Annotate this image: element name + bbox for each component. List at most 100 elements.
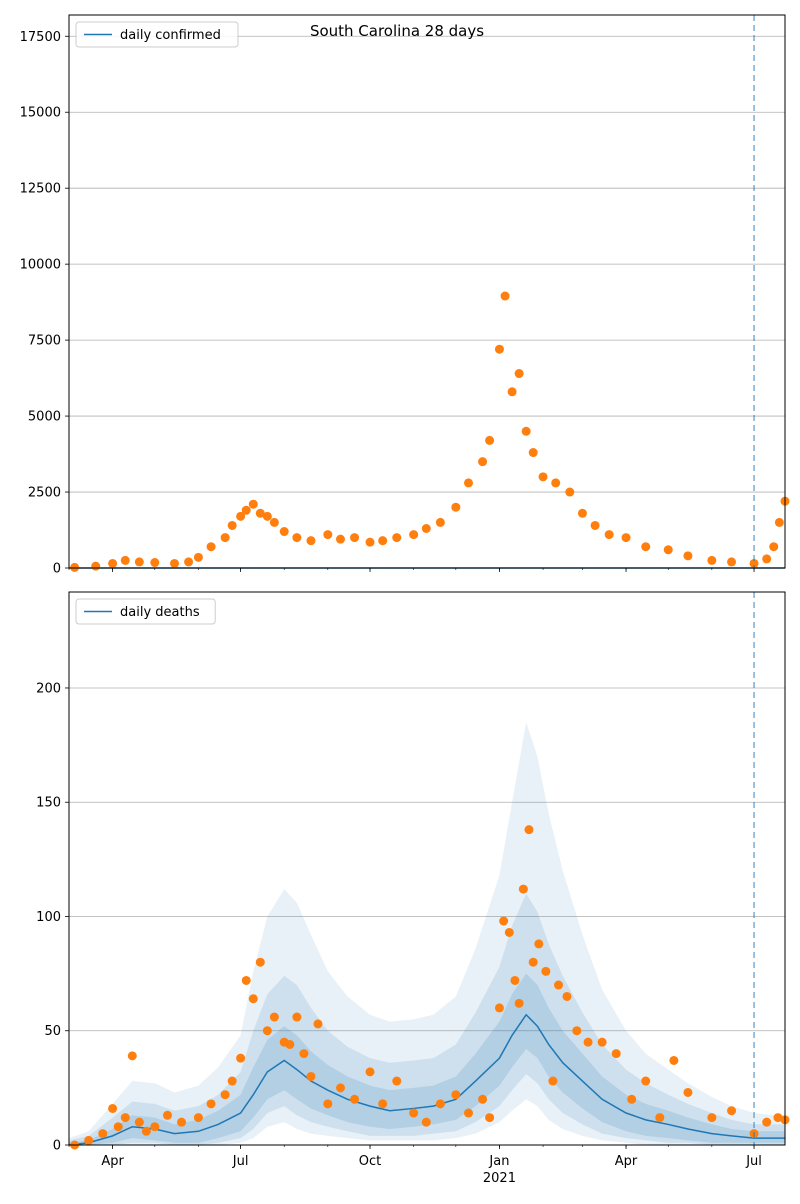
y-tick-label: 0 — [53, 1139, 61, 1154]
confirmed-data-point — [378, 536, 388, 546]
deaths-data-point — [292, 1012, 302, 1022]
deaths-data-point — [518, 884, 528, 894]
deaths-data-point — [524, 825, 534, 835]
confirmed-data-point — [365, 537, 375, 547]
deaths-data-point — [98, 1129, 108, 1139]
deaths-data-point — [528, 957, 538, 967]
deaths-data-point — [84, 1135, 94, 1145]
confirmed-data-point — [774, 517, 784, 527]
confirmed-data-point — [478, 457, 488, 467]
confirmed-data-point — [392, 533, 402, 543]
confirmed-data-point — [565, 487, 575, 497]
y-tick-label: 150 — [36, 796, 61, 811]
deaths-data-point — [707, 1113, 717, 1123]
deaths-data-point — [683, 1087, 693, 1097]
confirmed-data-point — [514, 369, 524, 379]
x-tick-label: Apr — [615, 1154, 638, 1169]
x-tick-year-label: 2021 — [483, 1171, 516, 1186]
confirmed-data-point — [306, 536, 316, 546]
deaths-data-point — [162, 1110, 172, 1120]
confirmed-data-point — [184, 557, 194, 567]
confirmed-data-point — [762, 554, 772, 564]
deaths-legend-label: daily deaths — [120, 605, 200, 620]
deaths-data-point — [392, 1076, 402, 1086]
confirmed-data-point — [241, 505, 251, 515]
confirmed-data-point — [134, 557, 144, 567]
confirmed-data-point — [248, 499, 258, 509]
confirmed-data-point — [641, 542, 651, 552]
deaths-data-point — [572, 1026, 582, 1036]
deaths-data-point — [727, 1106, 737, 1116]
confirmed-data-point — [170, 558, 180, 568]
deaths-data-point — [177, 1117, 187, 1127]
confirmed-data-point — [500, 291, 510, 301]
deaths-data-point — [504, 927, 514, 937]
deaths-data-point — [409, 1108, 419, 1118]
deaths-data-point — [335, 1083, 345, 1093]
confirmed-data-point — [70, 562, 80, 572]
confirmed-data-point — [108, 558, 118, 568]
deaths-data-point — [227, 1076, 237, 1086]
deaths-data-point — [313, 1019, 323, 1029]
confirmed-data-point — [279, 527, 289, 537]
deaths-axes: 0 50 100 150 200 Apr Jul Oct Jan 2021 Apr Jul dail… — [36, 591, 790, 1186]
deaths-data-point — [597, 1037, 607, 1047]
deaths-data-point — [485, 1113, 495, 1123]
confirmed-data-point — [323, 530, 333, 540]
deaths-data-point — [378, 1099, 388, 1109]
confirmed-data-point — [292, 533, 302, 543]
x-tick-label: Jul — [232, 1154, 249, 1169]
deaths-data-point — [773, 1113, 783, 1123]
confirmed-data-point — [494, 344, 504, 354]
deaths-data-point — [285, 1039, 295, 1049]
uncertainty-band-outer — [69, 722, 785, 1145]
x-tick-label: Oct — [359, 1154, 381, 1169]
confirmed-data-point — [577, 508, 587, 518]
confirmed-data-point — [91, 561, 101, 571]
deaths-data-point — [510, 975, 520, 985]
deaths-data-point — [323, 1099, 333, 1109]
deaths-data-point — [365, 1067, 375, 1077]
deaths-data-point — [299, 1049, 309, 1059]
deaths-data-point — [150, 1122, 160, 1132]
deaths-data-point — [127, 1051, 137, 1061]
y-tick-label: 2500 — [28, 486, 61, 501]
confirmed-data-point — [749, 558, 759, 568]
confirmed-data-point — [463, 478, 473, 488]
y-tick-label: 50 — [44, 1024, 61, 1039]
deaths-data-point — [611, 1049, 621, 1059]
confirmed-data-point — [227, 520, 237, 530]
confirmed-legend: daily confirmed — [75, 21, 239, 48]
confirmed-axes: 0 2500 5000 7500 10000 12500 15000 17500 South … — [20, 14, 790, 577]
y-tick-label: 5000 — [28, 410, 61, 425]
deaths-data-point — [248, 994, 258, 1004]
deaths-data-point — [499, 916, 509, 926]
deaths-data-point — [193, 1113, 203, 1123]
confirmed-data-point — [206, 542, 216, 552]
deaths-y-ticks: 0 50 100 150 200 — [36, 681, 69, 1154]
confirmed-axes-frame — [68, 14, 786, 569]
deaths-data-point — [262, 1026, 272, 1036]
deaths-legend-box — [75, 598, 216, 625]
y-tick-label: 7500 — [28, 334, 61, 349]
deaths-data-point — [435, 1099, 445, 1109]
deaths-data-point — [113, 1122, 123, 1132]
confirmed-data-point — [409, 530, 419, 540]
deaths-data-point — [241, 975, 251, 985]
y-tick-label: 17500 — [20, 30, 61, 45]
deaths-data-point — [134, 1117, 144, 1127]
confirmed-data-point — [707, 555, 717, 565]
deaths-legend: daily deaths — [75, 598, 216, 625]
y-tick-label: 0 — [53, 562, 61, 577]
confirmed-data-point — [220, 533, 230, 543]
deaths-data-point — [306, 1071, 316, 1081]
deaths-marks — [68, 592, 790, 1150]
deaths-data-point — [421, 1117, 431, 1127]
confirmed-data-point — [538, 472, 548, 482]
deaths-data-point — [583, 1037, 593, 1047]
deaths-data-point — [554, 980, 564, 990]
deaths-data-point — [548, 1076, 558, 1086]
deaths-data-point — [108, 1103, 118, 1113]
